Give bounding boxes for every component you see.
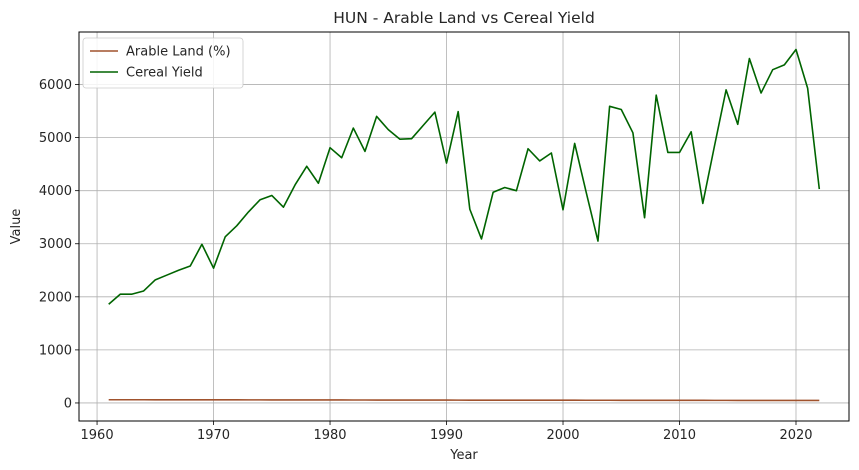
y-tick-label: 3000 <box>39 237 72 252</box>
y-tick-label: 6000 <box>39 78 72 93</box>
legend-label-arable-land: Arable Land (%) <box>126 45 231 60</box>
x-tick-label: 1960 <box>81 428 114 443</box>
y-tick-label: 2000 <box>39 290 72 305</box>
x-axis-label: Year <box>449 448 478 463</box>
x-tick-label: 1990 <box>430 428 463 443</box>
series-line-cereal-yield <box>108 48 821 305</box>
x-tick-label: 1970 <box>197 428 230 443</box>
x-tick-label: 2020 <box>779 428 812 443</box>
y-axis-label: Value <box>9 209 24 245</box>
legend-label-cereal-yield: Cereal Yield <box>126 66 203 81</box>
x-tick-label: 2010 <box>663 428 696 443</box>
y-tick-label: 5000 <box>39 131 72 146</box>
series-line-arable-land <box>108 398 820 402</box>
y-tick-label: 0 <box>64 396 72 411</box>
plot-frame <box>78 31 850 422</box>
y-tick-label: 4000 <box>39 184 72 199</box>
grid-lines <box>79 32 849 421</box>
series-lines <box>108 48 821 402</box>
axis-ticks: 1960 1970 1980 1990 2000 2010 2020 0 1000 2000 300… <box>39 78 813 443</box>
x-tick-label: 1980 <box>313 428 346 443</box>
legend-box <box>82 37 244 89</box>
legend: Arable Land (%) Cereal Yield <box>82 37 244 89</box>
x-tick-label: 2000 <box>546 428 579 443</box>
chart-title: HUN - Arable Land vs Cereal Yield <box>333 9 595 27</box>
y-tick-label: 1000 <box>39 343 72 358</box>
